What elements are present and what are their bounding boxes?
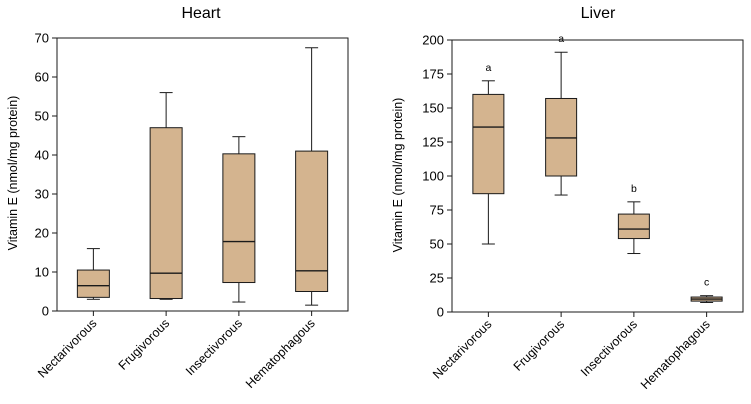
heart-y-tick-label: 60: [35, 70, 49, 85]
heart-box-insectivorous: [222, 153, 256, 284]
heart-y-tick-label: 50: [35, 109, 49, 124]
liver-y-tick-label: 150: [422, 101, 444, 116]
heart-y-tick-label: 70: [35, 31, 49, 46]
liver-y-tick-label: 125: [422, 135, 444, 150]
liver-y-tick-label: 200: [422, 33, 444, 48]
liver-chart: Liver Vitamin E (nmol/mg protein) 0 25 50 7…: [391, 5, 744, 392]
heart-y-axis-label: Vitamin E (nmol/mg protein): [6, 96, 20, 251]
liver-y-tick-label: 100: [422, 169, 444, 184]
heart-category-label: Frugivorous: [116, 316, 173, 373]
liver-category-label: Hematophagous: [638, 317, 713, 392]
heart-y-tick-label: 0: [42, 304, 49, 319]
heart-box-nectarivorous: [76, 269, 110, 298]
heart-y-tick-label: 40: [35, 148, 49, 163]
liver-category-label: Frugivorous: [511, 317, 568, 374]
liver-significance-letter: a: [558, 33, 564, 45]
heart-y-tick-label: 30: [35, 187, 49, 202]
heart-box-frugivorous: [149, 127, 183, 300]
liver-y-tick-label: 75: [430, 203, 444, 218]
liver-y-tick-label: 175: [422, 67, 444, 82]
liver-y-tick-label: 50: [430, 237, 444, 252]
liver-category-label: Nectarivorous: [430, 317, 494, 381]
liver-y-axis-label: Vitamin E (nmol/mg protein): [391, 98, 405, 253]
liver-significance-letter: a: [485, 62, 491, 74]
liver-plot-frame: [451, 39, 744, 313]
liver-chart-title: Liver: [581, 5, 616, 22]
liver-y-tick-label: 25: [430, 271, 444, 286]
heart-category-label: Hematophagous: [243, 316, 318, 391]
liver-category-label: Insectivorous: [578, 317, 640, 379]
heart-plot-frame: [56, 37, 349, 312]
heart-box-hematophagous: [295, 150, 329, 292]
heart-chart: Heart Vitamin E (nmol/mg protein) 0 10 20 3…: [6, 5, 349, 391]
liver-significance-letter: c: [704, 277, 709, 289]
heart-category-label: Insectivorous: [183, 316, 245, 378]
liver-box-insectivorous: [617, 213, 650, 240]
heart-chart-title: Heart: [181, 5, 221, 22]
heart-y-tick-label: 20: [35, 226, 49, 241]
heart-y-tick-label: 10: [35, 265, 49, 280]
liver-y-tick-label: 0: [437, 305, 444, 320]
liver-box-nectarivorous: [472, 93, 505, 195]
liver-significance-letter: b: [631, 183, 637, 195]
heart-category-label: Nectarivorous: [35, 316, 99, 380]
